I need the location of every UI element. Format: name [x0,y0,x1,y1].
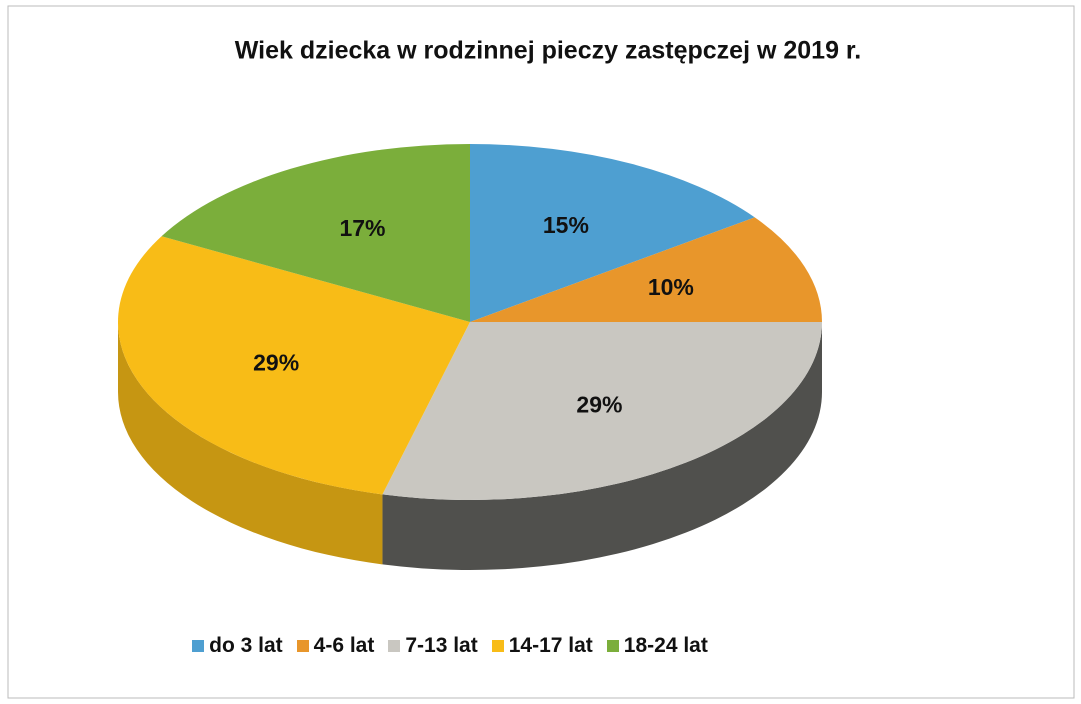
legend-label: 7-13 lat [405,634,478,657]
data-label: 29% [576,391,622,417]
legend-item: 4-6 lat [296,634,375,658]
legend-label: 14-17 lat [508,634,593,657]
chart-title: Wiek dziecka w rodzinnej pieczy zastępcz… [235,37,861,65]
legend-swatch [606,640,619,652]
legend-label: 4-6 lat [313,634,375,657]
legend-item: 7-13 lat [388,634,478,658]
legend-item: 14-17 lat [491,634,593,658]
data-label: 17% [339,215,385,241]
legend-swatch [192,640,205,652]
pie-side [382,322,822,570]
pie-slice [470,144,755,322]
legend-swatch [296,640,309,652]
pie-slice [118,236,471,495]
chart-border [7,5,1075,699]
data-label: 29% [253,349,299,375]
data-label: 10% [648,274,694,300]
legend: do 3 lat 4-6 lat 7-13 lat 14-17 lat 18-24 la… [0,634,900,658]
legend-swatch [388,640,401,652]
pie-slice [470,217,822,322]
legend-swatch [491,640,504,652]
legend-item: do 3 lat [192,634,283,658]
pie-side [118,322,383,565]
pie-slice [161,144,471,322]
pie-slice [382,322,822,501]
data-label: 15% [543,212,589,238]
legend-label: 18-24 lat [623,634,708,657]
legend-label: do 3 lat [209,634,283,657]
legend-item: 18-24 lat [606,634,708,658]
